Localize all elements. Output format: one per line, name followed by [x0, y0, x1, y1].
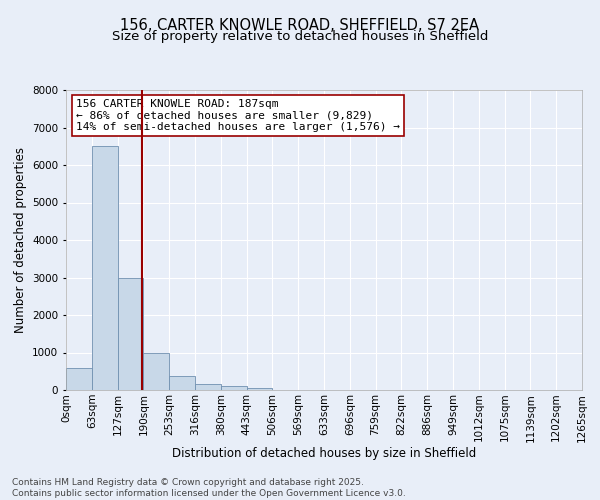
Text: Size of property relative to detached houses in Sheffield: Size of property relative to detached ho…: [112, 30, 488, 43]
Text: 156 CARTER KNOWLE ROAD: 187sqm
← 86% of detached houses are smaller (9,829)
14% : 156 CARTER KNOWLE ROAD: 187sqm ← 86% of …: [76, 99, 400, 132]
X-axis label: Distribution of detached houses by size in Sheffield: Distribution of detached houses by size …: [172, 447, 476, 460]
Y-axis label: Number of detached properties: Number of detached properties: [14, 147, 26, 333]
Bar: [118, 278, 143, 390]
Text: 156, CARTER KNOWLE ROAD, SHEFFIELD, S7 2EA: 156, CARTER KNOWLE ROAD, SHEFFIELD, S7 2…: [121, 18, 479, 32]
Text: Contains HM Land Registry data © Crown copyright and database right 2025.
Contai: Contains HM Land Registry data © Crown c…: [12, 478, 406, 498]
Bar: [195, 384, 221, 390]
Bar: [247, 388, 272, 390]
Bar: [221, 386, 247, 390]
Bar: [143, 352, 169, 390]
Bar: [92, 146, 118, 390]
Bar: [169, 376, 195, 390]
Bar: [66, 368, 92, 390]
